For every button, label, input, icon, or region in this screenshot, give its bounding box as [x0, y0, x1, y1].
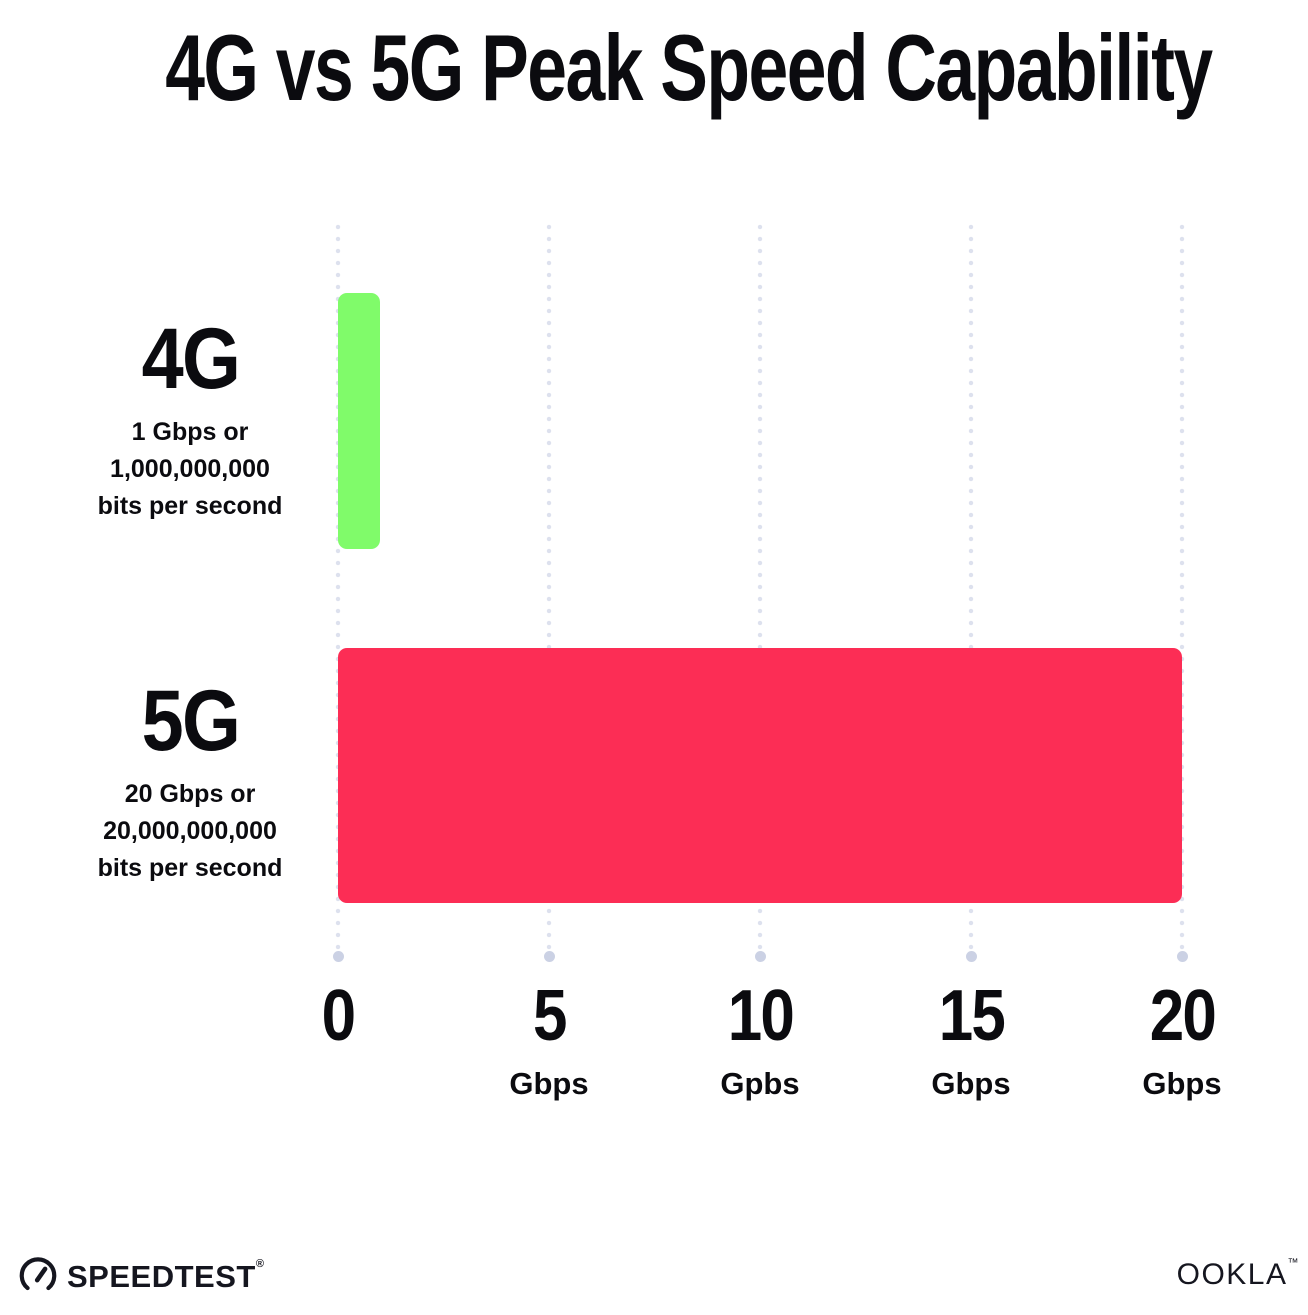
- x-tick-0: 0: [319, 980, 357, 1068]
- category-label-5g-description: 20 Gbps or 20,000,000,000 bits per secon…: [30, 776, 350, 887]
- x-tick-15-unit: Gbps: [931, 1066, 1011, 1101]
- category-label-4g-title: 4G: [141, 311, 240, 407]
- speedtest-wordmark: SPEEDTEST®: [67, 1257, 265, 1294]
- gridline-10-gbps: [754, 224, 766, 962]
- gridline-20-gbps: [1176, 224, 1188, 962]
- x-tick-20-value: 20: [1149, 976, 1216, 1056]
- gridline-5-gbps: [543, 224, 555, 962]
- speedtest-logo: SPEEDTEST®: [18, 1256, 264, 1296]
- x-tick-10-value: 10: [727, 976, 794, 1056]
- category-label-5g-title: 5G: [141, 673, 240, 769]
- desc-line: 20 Gbps or: [124, 780, 256, 808]
- x-tick-15-value: 15: [938, 976, 1005, 1056]
- category-label-4g-description: 1 Gbps or 1,000,000,000 bits per second: [30, 414, 350, 525]
- category-label-4g: 4G 1 Gbps or 1,000,000,000 bits per seco…: [30, 316, 350, 525]
- x-tick-10: 10 Gpbs: [720, 980, 799, 1099]
- x-tick-5: 5 Gbps: [509, 980, 588, 1099]
- x-tick-20: 20 Gbps: [1142, 980, 1221, 1099]
- desc-line: 1,000,000,000: [110, 455, 270, 483]
- chart-title-text: 4G vs 5G Peak Speed Capability: [165, 15, 1213, 120]
- x-tick-10-unit: Gpbs: [720, 1066, 800, 1101]
- x-tick-5-value: 5: [532, 976, 567, 1056]
- speedtest-trademark: ®: [255, 1257, 265, 1270]
- x-tick-20-unit: Gbps: [1142, 1066, 1222, 1101]
- desc-line: 1 Gbps or: [131, 418, 249, 446]
- chart-title: 4G vs 5G Peak Speed Capability: [0, 14, 1308, 122]
- x-tick-15: 15 Gbps: [931, 980, 1010, 1099]
- plot-area: [332, 224, 1188, 962]
- ookla-trademark: ™: [1287, 1257, 1300, 1269]
- ookla-wordmark: OOKLA: [1176, 1258, 1288, 1291]
- desc-line: bits per second: [97, 854, 283, 882]
- x-axis-ticks: 0 5 Gbps 10 Gpbs 15 Gbps 20 Gbps: [322, 980, 1222, 1110]
- bar-5g: [338, 648, 1182, 903]
- gridline-0-gbps: [332, 224, 344, 962]
- x-tick-5-unit: Gbps: [509, 1066, 589, 1101]
- ookla-logo: OOKLA™: [1176, 1257, 1300, 1291]
- desc-line: bits per second: [97, 492, 283, 520]
- category-label-5g: 5G 20 Gbps or 20,000,000,000 bits per se…: [30, 678, 350, 887]
- bar-4g: [338, 293, 380, 549]
- x-tick-0-value: 0: [321, 976, 356, 1056]
- gridline-15-gbps: [965, 224, 977, 962]
- speedtest-gauge-icon: [18, 1256, 58, 1296]
- desc-line: 20,000,000,000: [103, 817, 277, 845]
